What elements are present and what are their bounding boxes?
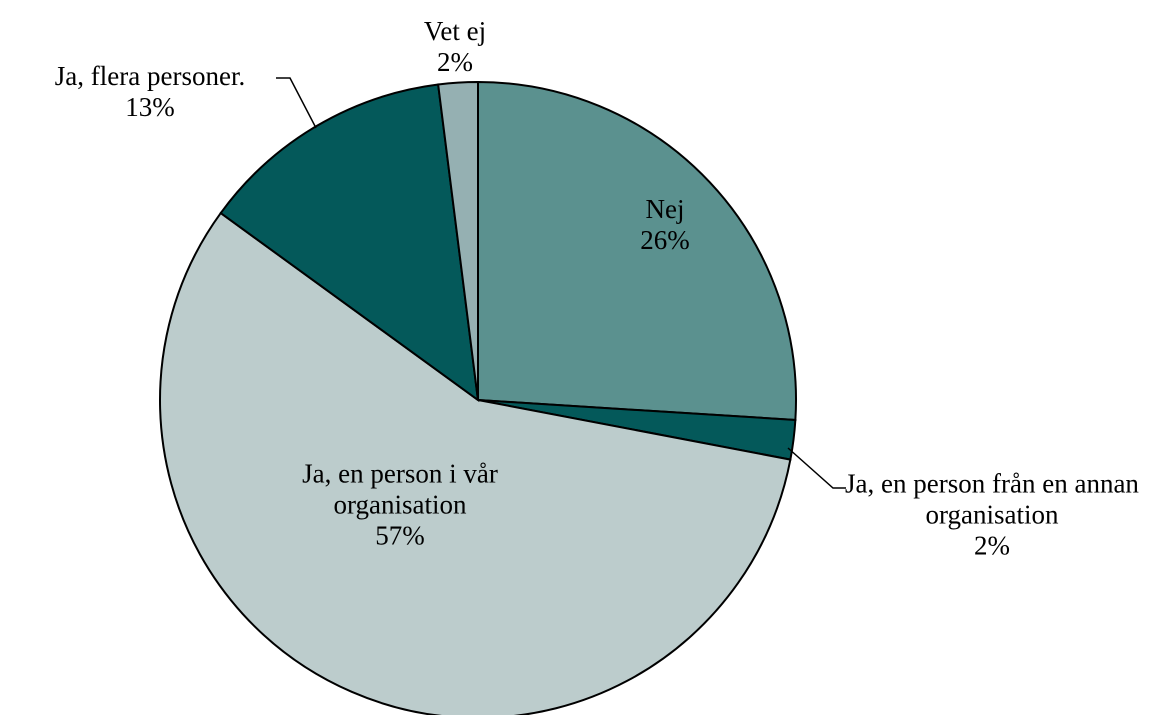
slice-label: Nej 26% bbox=[565, 194, 765, 256]
category-label: Nej bbox=[645, 194, 685, 224]
pie-slice bbox=[477, 80, 797, 422]
pie-slice bbox=[219, 83, 480, 403]
pie-slice bbox=[159, 211, 792, 715]
leader-line bbox=[787, 447, 846, 489]
slice-label: Ja, en person från en annan organisation… bbox=[842, 469, 1142, 562]
category-label: Ja, en person från en annan organisation bbox=[845, 468, 1139, 530]
value-label: 2% bbox=[974, 530, 1010, 561]
value-label: 13% bbox=[125, 92, 175, 122]
category-label: Ja, flera personer. bbox=[54, 61, 246, 91]
pie-slice bbox=[437, 80, 479, 401]
category-label: Vet ej bbox=[423, 16, 487, 46]
value-label: 2% bbox=[437, 47, 473, 77]
slice-label: Vet ej 2% bbox=[395, 16, 515, 78]
value-label: 26% bbox=[640, 225, 690, 255]
value-label: 57% bbox=[375, 520, 425, 551]
slice-label: Ja, en person i vår organisation 57% bbox=[265, 459, 535, 552]
slice-label: Ja, flera personer. 13% bbox=[0, 61, 310, 123]
leader-line bbox=[276, 77, 317, 129]
category-label: Ja, en person i vår organisation bbox=[302, 458, 498, 520]
